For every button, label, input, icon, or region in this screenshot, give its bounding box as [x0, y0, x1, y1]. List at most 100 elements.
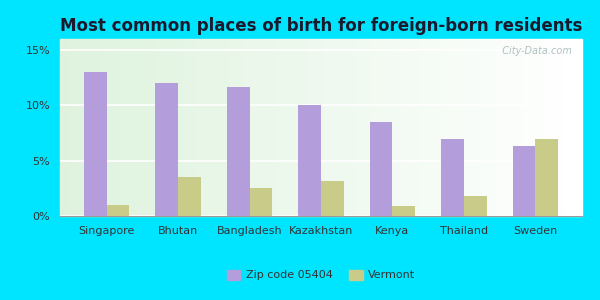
Bar [84, 72, 107, 216]
Bar [227, 87, 250, 216]
Bar [334, 39, 337, 216]
Bar [441, 139, 464, 216]
Bar [365, 39, 368, 216]
Bar [143, 39, 146, 216]
Bar [201, 39, 203, 216]
Bar [245, 39, 248, 216]
Bar [342, 39, 344, 216]
Bar [89, 39, 91, 216]
Bar [94, 39, 97, 216]
Bar [199, 39, 201, 216]
Bar [540, 39, 543, 216]
Bar [164, 39, 167, 216]
Bar [326, 39, 329, 216]
Bar [420, 39, 423, 216]
Bar [360, 39, 363, 216]
Bar [467, 39, 470, 216]
Bar [125, 39, 128, 216]
Bar [363, 39, 365, 216]
Bar [167, 39, 170, 216]
Bar [321, 181, 344, 216]
Bar [329, 39, 331, 216]
Bar [81, 39, 83, 216]
Bar [323, 39, 326, 216]
Bar [431, 39, 433, 216]
Bar [470, 39, 472, 216]
Bar [561, 39, 564, 216]
Bar [535, 139, 558, 216]
Bar [110, 39, 112, 216]
Bar [261, 39, 263, 216]
Bar [282, 39, 284, 216]
Bar [566, 39, 569, 216]
Bar [496, 39, 499, 216]
Text: City-Data.com: City-Data.com [496, 46, 572, 56]
Bar [350, 39, 352, 216]
Bar [284, 39, 287, 216]
Bar [242, 39, 245, 216]
Bar [574, 39, 577, 216]
Bar [535, 39, 538, 216]
Bar [240, 39, 242, 216]
Bar [580, 39, 582, 216]
Bar [371, 39, 373, 216]
Bar [433, 39, 436, 216]
Bar [480, 39, 483, 216]
Bar [118, 39, 120, 216]
Bar [209, 39, 211, 216]
Bar [266, 39, 269, 216]
Bar [379, 39, 381, 216]
Bar [373, 39, 376, 216]
Bar [344, 39, 347, 216]
Bar [522, 39, 524, 216]
Bar [412, 39, 415, 216]
Bar [251, 39, 253, 216]
Bar [102, 39, 104, 216]
Bar [483, 39, 485, 216]
Bar [224, 39, 227, 216]
Bar [68, 39, 70, 216]
Bar [428, 39, 431, 216]
Bar [556, 39, 559, 216]
Bar [274, 39, 277, 216]
Bar [386, 39, 389, 216]
Bar [70, 39, 73, 216]
Bar [524, 39, 527, 216]
Bar [316, 39, 319, 216]
Bar [122, 39, 125, 216]
Bar [303, 39, 305, 216]
Bar [248, 39, 251, 216]
Bar [263, 39, 266, 216]
Bar [394, 39, 397, 216]
Bar [206, 39, 209, 216]
Bar [564, 39, 566, 216]
Bar [151, 39, 154, 216]
Bar [191, 39, 193, 216]
Bar [219, 39, 222, 216]
Bar [517, 39, 520, 216]
Bar [548, 39, 551, 216]
Bar [543, 39, 545, 216]
Bar [141, 39, 143, 216]
Bar [155, 83, 178, 216]
Bar [73, 39, 76, 216]
Bar [222, 39, 224, 216]
Bar [449, 39, 452, 216]
Bar [290, 39, 292, 216]
Bar [475, 39, 478, 216]
Bar [400, 39, 402, 216]
Bar [217, 39, 219, 216]
Bar [538, 39, 540, 216]
Bar [97, 39, 99, 216]
Bar [488, 39, 491, 216]
Bar [418, 39, 420, 216]
Bar [527, 39, 530, 216]
Bar [86, 39, 89, 216]
Bar [196, 39, 199, 216]
Bar [193, 39, 196, 216]
Bar [146, 39, 149, 216]
Bar [478, 39, 480, 216]
Bar [460, 39, 462, 216]
Bar [520, 39, 522, 216]
Bar [313, 39, 316, 216]
